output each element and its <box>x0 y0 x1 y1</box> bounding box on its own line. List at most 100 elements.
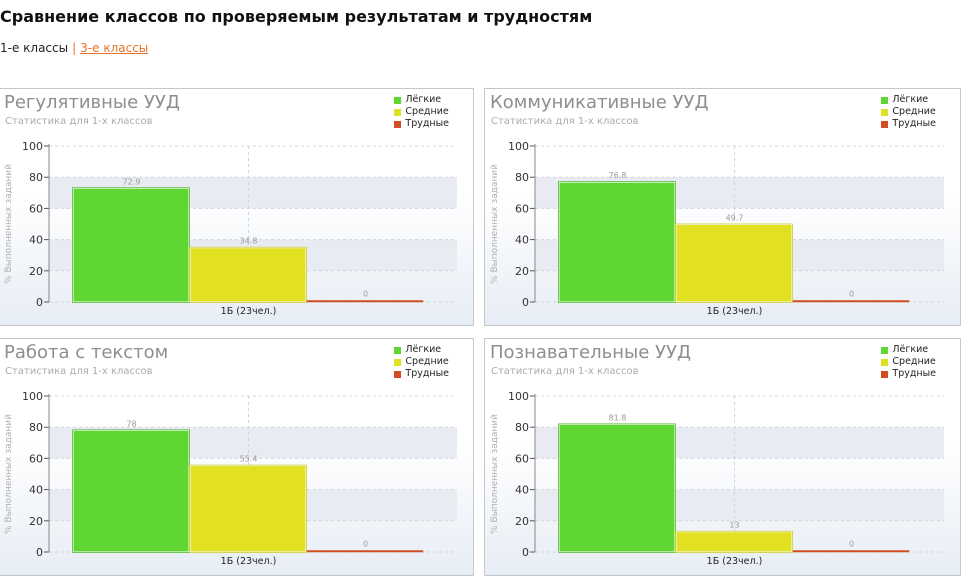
y-tick-label: 40 <box>29 484 43 497</box>
y-tick-label: 80 <box>515 421 529 434</box>
legend-label-easy: Лёгкие <box>892 94 929 105</box>
legend-swatch-hard <box>881 370 889 378</box>
y-axis-label: % Выполненных заданий <box>4 414 14 534</box>
bar-outline-medium <box>675 223 793 303</box>
bar-hard <box>792 300 910 303</box>
chart-svg: 0 20 40 60 80 100 % Выполненных заданий 81.8 13 0… <box>490 390 944 567</box>
nav-separator: | <box>72 41 77 55</box>
legend-swatch-easy <box>394 346 402 354</box>
legend-label-easy: Лёгкие <box>405 94 442 105</box>
legend-swatch-medium <box>394 358 402 366</box>
bar-medium <box>675 223 793 303</box>
chart-panel-text-work: 0 20 40 60 80 100 % Выполненных заданий 78 55.4 0… <box>0 338 474 576</box>
legend-item-easy: Лёгкие <box>881 94 936 106</box>
chart-title: Работа с текстом <box>4 342 169 363</box>
chart-legend: Лёгкие Средние Трудные <box>881 344 936 380</box>
data-label-medium: 55.4 <box>240 455 258 464</box>
bar-outline-medium <box>675 530 793 553</box>
y-tick-label: 60 <box>29 202 43 215</box>
y-tick-label: 100 <box>22 140 43 153</box>
chart-svg: 0 20 40 60 80 100 % Выполненных заданий 72.9 34.… <box>4 140 457 317</box>
chart-title: Регулятивные УУД <box>4 92 180 113</box>
bar-medium <box>675 531 793 553</box>
y-tick-label: 0 <box>36 546 43 559</box>
y-tick-label: 80 <box>29 421 43 434</box>
y-tick-label: 100 <box>508 140 529 153</box>
y-tick-label: 20 <box>29 265 43 278</box>
data-label-hard: 0 <box>363 290 368 299</box>
legend-swatch-medium <box>881 358 889 366</box>
chart-panel-cognitive: 0 20 40 60 80 100 % Выполненных заданий 81.8 13 0… <box>484 338 961 576</box>
legend-label-hard: Трудные <box>892 118 936 129</box>
bar-hard <box>306 300 424 303</box>
current-class-label: 1-е классы <box>0 41 69 55</box>
bar-hard <box>306 550 424 553</box>
legend-swatch-easy <box>394 96 402 104</box>
legend-item-easy: Лёгкие <box>881 344 936 356</box>
chart-legend: Лёгкие Средние Трудные <box>394 344 449 380</box>
chart-subtitle: Статистика для 1-х классов <box>491 366 639 377</box>
x-category-label: 1Б (23чел.) <box>221 556 277 567</box>
legend-swatch-medium <box>394 108 402 116</box>
legend-label-medium: Средние <box>892 106 936 117</box>
chart-title: Коммуникативные УУД <box>490 92 709 113</box>
y-tick-label: 60 <box>515 452 529 465</box>
bar-medium <box>189 465 307 553</box>
third-grade-link[interactable]: 3-е классы <box>80 41 149 55</box>
x-category-label: 1Б (23чел.) <box>707 306 763 317</box>
data-label-medium: 13 <box>729 521 739 530</box>
legend-label-hard: Трудные <box>405 368 449 379</box>
bar-easy <box>72 429 190 553</box>
bar-medium <box>189 247 307 303</box>
y-tick-label: 0 <box>522 296 529 309</box>
y-tick-label: 60 <box>29 452 43 465</box>
legend-swatch-hard <box>881 120 889 128</box>
y-tick-label: 0 <box>522 546 529 559</box>
y-tick-label: 40 <box>515 484 529 497</box>
legend-swatch-hard <box>394 370 402 378</box>
legend-item-medium: Средние <box>881 356 936 368</box>
page-title: Сравнение классов по проверяемым результ… <box>0 7 593 26</box>
class-switcher: 1-е классы | 3-е классы <box>0 41 148 55</box>
bar-outline-easy <box>72 187 190 303</box>
chart-svg: 0 20 40 60 80 100 % Выполненных заданий 78 55.4 0… <box>4 390 457 567</box>
legend-item-hard: Трудные <box>394 368 449 380</box>
chart-subtitle: Статистика для 1-х классов <box>5 366 153 377</box>
x-category-label: 1Б (23чел.) <box>221 306 277 317</box>
legend-swatch-easy <box>881 96 889 104</box>
y-tick-label: 20 <box>515 515 529 528</box>
y-tick-label: 80 <box>29 171 43 184</box>
legend-swatch-medium <box>881 108 889 116</box>
legend-item-easy: Лёгкие <box>394 94 449 106</box>
chart-subtitle: Статистика для 1-х классов <box>5 116 153 127</box>
y-tick-label: 20 <box>515 265 529 278</box>
y-tick-label: 100 <box>22 390 43 403</box>
data-label-hard: 0 <box>849 290 854 299</box>
data-label-hard: 0 <box>363 540 368 549</box>
chart-svg: 0 20 40 60 80 100 % Выполненных заданий 76.8 49.… <box>490 140 944 317</box>
data-label-easy: 81.8 <box>609 413 627 422</box>
legend-item-hard: Трудные <box>881 118 936 130</box>
legend-item-hard: Трудные <box>394 118 449 130</box>
y-tick-label: 0 <box>36 296 43 309</box>
legend-item-hard: Трудные <box>881 368 936 380</box>
data-label-easy: 72.9 <box>123 177 141 186</box>
bar-hard <box>792 550 910 553</box>
bar-outline-medium <box>189 464 307 553</box>
legend-label-hard: Трудные <box>405 118 449 129</box>
y-axis-label: % Выполненных заданий <box>490 414 500 534</box>
legend-swatch-easy <box>881 346 889 354</box>
bar-easy <box>72 187 190 303</box>
y-tick-label: 60 <box>515 202 529 215</box>
chart-legend: Лёгкие Средние Трудные <box>394 94 449 130</box>
legend-item-medium: Средние <box>394 356 449 368</box>
legend-label-hard: Трудные <box>892 368 936 379</box>
y-axis-label: % Выполненных заданий <box>4 164 14 284</box>
y-tick-label: 100 <box>508 390 529 403</box>
chart-panel-communicative: 0 20 40 60 80 100 % Выполненных заданий 76.8 49.… <box>484 88 961 326</box>
legend-label-medium: Средние <box>405 356 449 367</box>
x-category-label: 1Б (23чел.) <box>707 556 763 567</box>
data-label-easy: 76.8 <box>609 171 627 180</box>
legend-item-medium: Средние <box>394 106 449 118</box>
y-tick-label: 40 <box>29 234 43 247</box>
